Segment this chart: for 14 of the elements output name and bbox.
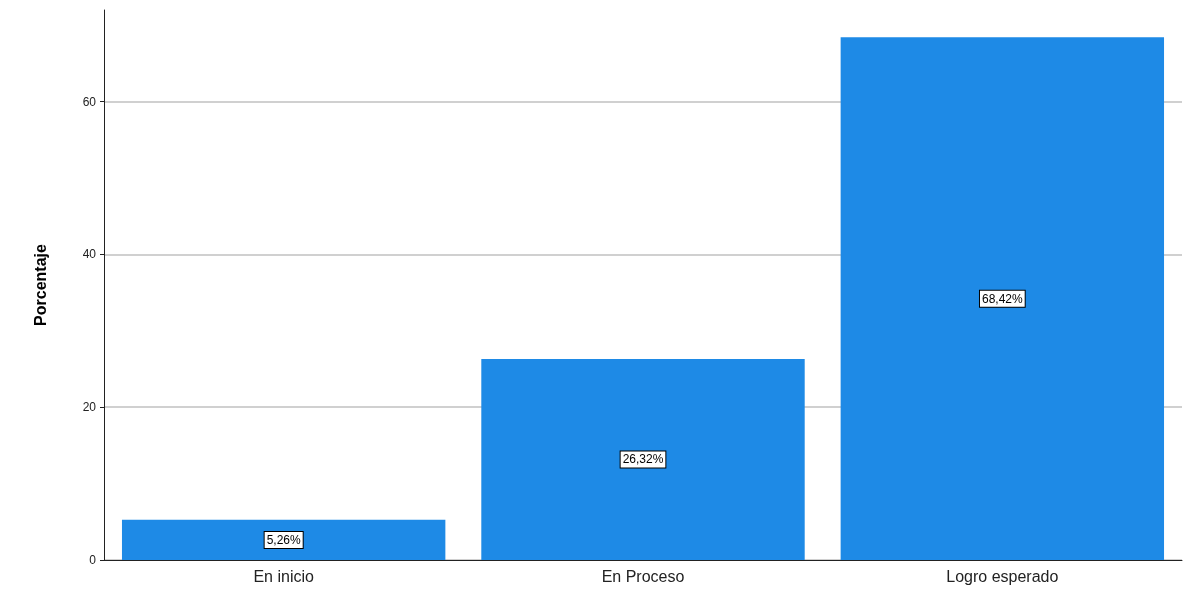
y-tick-label: 60 bbox=[82, 94, 97, 109]
data-label: 26,32% bbox=[622, 452, 664, 467]
bar bbox=[840, 37, 1165, 560]
y-tick-label: 0 bbox=[89, 553, 97, 567]
bar bbox=[121, 519, 446, 560]
data-label: 68,42% bbox=[981, 291, 1024, 306]
x-tick-label: En inicio bbox=[253, 567, 314, 585]
x-tick-label: En Proceso bbox=[601, 567, 685, 585]
bar bbox=[481, 358, 805, 560]
data-label: 5,26% bbox=[266, 532, 302, 547]
y-axis-title: Porcentaje bbox=[31, 243, 49, 326]
y-tick-label: 40 bbox=[82, 247, 97, 262]
x-tick-label: Logro esperado bbox=[946, 567, 1059, 585]
y-tick-label: 20 bbox=[82, 400, 97, 415]
